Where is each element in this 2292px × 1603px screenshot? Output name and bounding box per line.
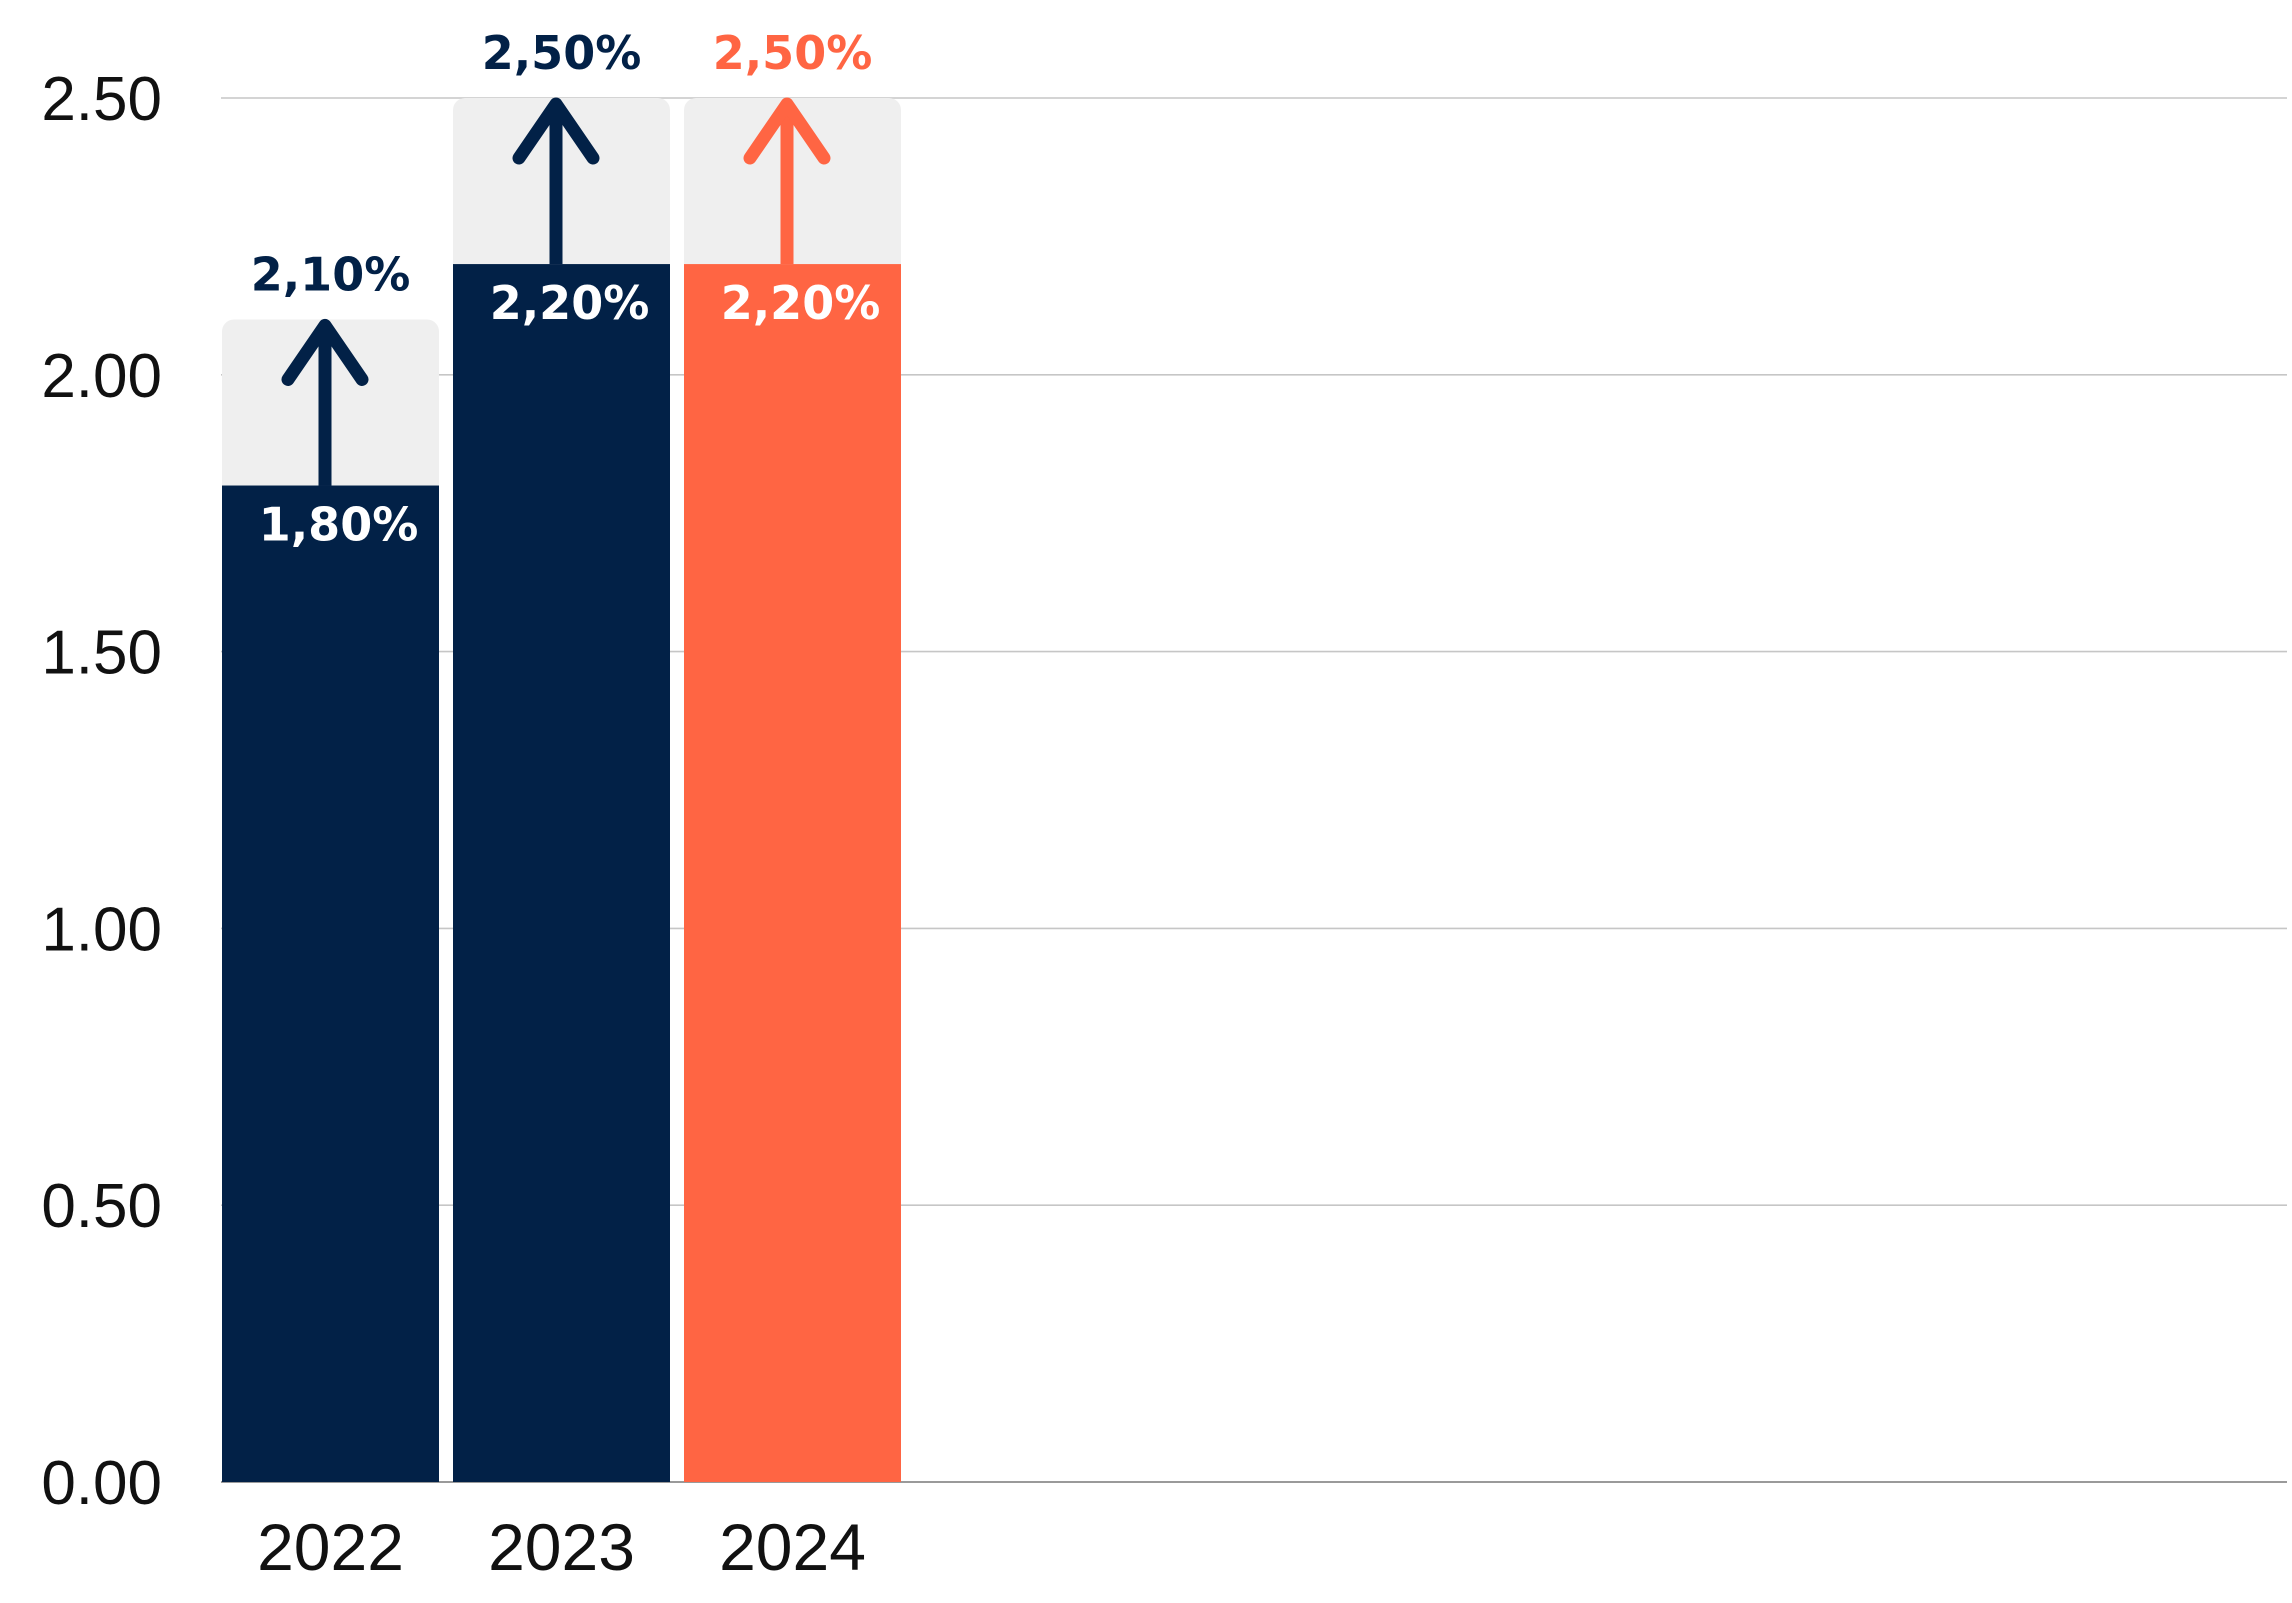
- lower-value-label-2022: 1,80%: [259, 498, 419, 552]
- upper-value-label-2024: 2,50%: [713, 26, 873, 80]
- data-labels: 2,10% 1,80% 2,50% 2,20% 2,50% 2,20%: [251, 26, 881, 552]
- y-tick-label: 1.00: [41, 895, 162, 964]
- upper-value-label-2023: 2,50%: [482, 26, 642, 80]
- x-tick-label-2023: 2023: [488, 1510, 635, 1584]
- bar-2022: [222, 485, 439, 1482]
- y-tick-label: 1.50: [41, 619, 162, 688]
- y-axis-ticks: 0.00 0.50 1.00 1.50 2.00 2.50: [41, 65, 162, 1518]
- bar-2023: [453, 264, 670, 1483]
- upper-value-label-2022: 2,10%: [251, 247, 411, 301]
- x-tick-label-2022: 2022: [257, 1510, 404, 1584]
- lower-value-label-2023: 2,20%: [490, 276, 650, 330]
- y-tick-label: 0.50: [41, 1172, 162, 1241]
- arrow-head-2023: [512, 97, 600, 165]
- arrow-head-2024: [743, 97, 831, 165]
- y-tick-label: 0.00: [41, 1449, 162, 1518]
- bar-2024: [684, 264, 901, 1483]
- y-tick-label: 2.00: [41, 342, 162, 411]
- lower-value-label-2024: 2,20%: [721, 276, 881, 330]
- arrow-head-2022: [281, 318, 369, 386]
- x-tick-label-2024: 2024: [719, 1510, 866, 1584]
- arrows: [281, 97, 831, 486]
- bars: [222, 98, 901, 1483]
- y-tick-label: 2.50: [41, 65, 162, 134]
- x-axis-ticks: 2022 2023 2024: [257, 1510, 866, 1584]
